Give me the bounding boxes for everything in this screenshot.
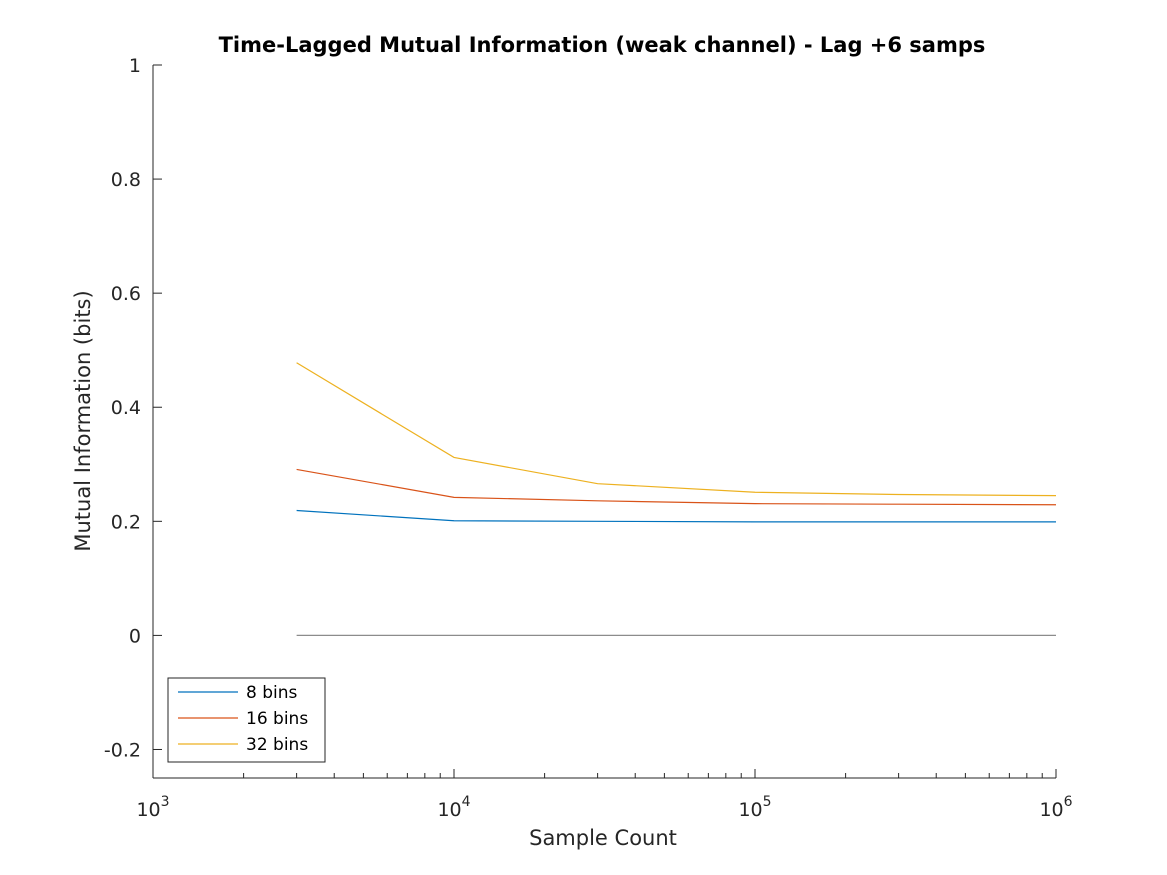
legend: 8 bins 16 bins 32 bins	[167, 677, 326, 763]
y-tick-label: 0.8	[111, 169, 141, 191]
legend-label: 16 bins	[246, 709, 308, 729]
legend-label: 8 bins	[246, 683, 298, 703]
axes: 1 0.8 0.6 0.4 0.2 0 -0.2 103 104 105 106	[104, 55, 1073, 821]
series-line-16-bins	[296, 468, 1057, 506]
y-axis-label: Mutual Information (bits)	[71, 290, 95, 551]
series-line-8-bins	[296, 509, 1056, 523]
x-tick-label: 105	[738, 794, 771, 821]
y-tick-label: 0	[129, 625, 141, 647]
series-line-32-bins	[296, 362, 1057, 497]
y-tick-label: -0.2	[104, 739, 141, 761]
x-tick-label: 106	[1039, 794, 1072, 821]
y-tick-label: 0.4	[111, 397, 141, 419]
plot-lines	[296, 362, 1057, 637]
chart-title: Time-Lagged Mutual Information (weak cha…	[219, 33, 986, 57]
y-tick-label: 0.2	[111, 511, 141, 533]
y-tick-label: 0.6	[111, 283, 141, 305]
x-tick-label: 104	[437, 794, 470, 821]
y-tick-label: 1	[129, 55, 141, 77]
x-axis-label: Sample Count	[529, 826, 677, 850]
legend-label: 32 bins	[246, 735, 308, 755]
x-tick-label: 103	[136, 794, 169, 821]
